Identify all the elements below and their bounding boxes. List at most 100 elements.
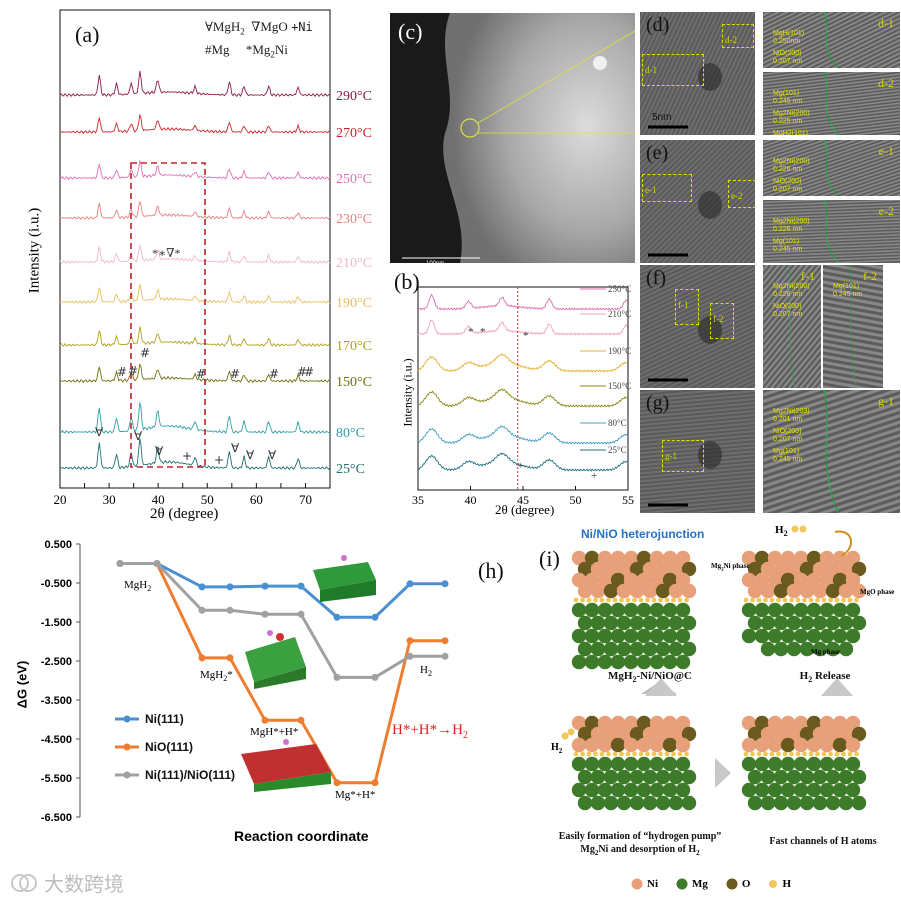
panel-a-annotation: *∗∇* [152,246,181,260]
peak-marker-b: * [468,326,474,338]
lattice-label: Mg(101) 0.245 nm [773,448,803,463]
xrd-series-a [59,326,331,348]
peak-marker-a: ∀ [155,444,164,458]
zoom-title: e-2 [878,204,894,218]
scheme-block-1 [571,550,697,670]
series-label-b: 25°C [608,445,627,455]
energy-point [371,673,379,681]
phase-mg2ni: Mg2Ni phase [711,562,750,573]
peak-marker-a: ∀ [95,425,104,439]
panel-h-xlabel: Reaction coordinate [234,828,369,844]
xrd-series-a [59,402,331,435]
h2-left-label: H2 [551,742,563,755]
highlight-box-a [130,162,206,468]
legend-item-ni: Ni(111) [115,712,235,726]
zoom-title: f-2 [863,269,877,283]
panel-i-label: (i) [539,546,560,571]
arrow-right [715,758,731,788]
hrtem-zoom-g-1: g-1 Mg2Ni(203) 0.201 nm NiO(200) 0.207 nm Mg(… [763,390,900,513]
energy-point [198,654,206,662]
energy-point [441,652,449,660]
x-tick-label-b: 40 [465,493,477,507]
panel-c-scalebar-label: 100nm [426,261,444,263]
energy-point [261,610,269,618]
scheme-block-3 [571,715,697,811]
state-label-mgh2: MgH2 [124,579,152,594]
xrd-series-a [59,363,331,384]
panel-e-label: (e) [646,142,669,164]
zoom-box-d-2: d-2 [722,24,754,48]
atom-legend-o: O [726,878,750,890]
zoom-box-e-2: e-2 [728,180,755,208]
lattice-label: NiO(200) 0.207 nm [773,50,803,65]
xrd-series-b [417,388,627,408]
energy-point [371,779,379,787]
scheme-title: Ni/NiO heterojunction [581,527,705,541]
series-label-b: 80°C [608,418,627,428]
h-atom [791,525,799,533]
x-tick-label-a: 70 [299,492,312,507]
series-label-a: 80°C [336,426,365,441]
energy-point [333,613,341,621]
xrd-series-a [59,283,331,305]
series-label-a: 230°C [336,212,372,227]
xrd-chart-a: 20 30 40 50 60 70 290°C 270°C 250°C 230°C 210°C 190… [54,9,372,507]
slab-thumbnail-hetero [241,739,331,792]
series-label-a: 250°C [336,172,372,187]
lattice-annotations: Mg(101) 0.245 nm Mg2Ni(200) 0.225 nm MgH2(10… [773,90,810,135]
panel-h-label: (h) [478,558,504,583]
zoom-box-d-1: d-1 [642,54,704,86]
energy-point [198,606,206,614]
lattice-annotations: Mg(101) 0.245 nm [833,283,862,303]
hrtem-image-e: (e) e-1 e-2 [640,140,755,263]
zoom-title: d-1 [878,16,894,30]
lattice-label: NiO(200) 0.207 nm [773,428,803,443]
hrtem-zoom-f-1: f-1 Mg2Ni(200) 0.226 nm NiO(200) 0.207 nm [763,265,821,388]
h-atom [799,525,807,533]
zoom-box-f-1: f-1 [675,289,699,325]
state-label-h2: H2 [420,664,432,679]
energy-point [153,560,161,567]
watermark: 大数跨境 [10,868,124,897]
energy-point [297,716,305,724]
hrtem-row-e: (e) e-1 e-2 e-1 Mg2Ni(200) 0.226 nm NiO(200) 0.… [640,140,900,263]
energy-point [116,560,124,567]
atom-legend: Ni Mg O H [631,878,791,890]
xrd-series-a [60,438,331,471]
panel-h-ylabel: ΔG (eV) [14,660,30,709]
x-tick-label-a: 20 [54,492,67,507]
energy-point [261,582,269,590]
legend-item-ni-nio: Ni(111)/NiO(111) [115,768,235,782]
energy-point [226,583,234,591]
lattice-annotations: Mg2Ni(200) 0.226 nm NiO(200) 0.207 nm [773,283,810,323]
zoom-box-e-1: e-1 [642,174,692,202]
panel-h-legend: Ni(111) NiO(111) Ni(111)/NiO(111) [115,712,235,782]
zoom-title: g-1 [878,394,894,408]
energy-point [406,637,414,645]
xrd-series-b [417,352,628,373]
tem-overview-image [390,13,635,263]
x-tick-label-a: 40 [152,492,165,507]
series-label-a: 290°C [336,89,372,104]
xrd-series-b [417,293,628,311]
hrtem-image-g: (g) g-1 [640,390,755,513]
xrd-series-a [59,113,331,135]
hrtem-row-f: (f) f-1 f-2 f-1 Mg2Ni(200) 0.226 nm NiO(200) 0.… [640,265,900,388]
x-tick-label-b: 55 [622,493,634,507]
series-label-a: 190°C [336,296,372,311]
peak-marker-b: * [523,330,529,342]
series-label-b: 150°C [608,381,631,391]
reaction-label: H*+H*→H2 [392,722,468,741]
energy-point [297,582,305,590]
panel-b-ylabel: Intensity (i.u.) [400,358,415,427]
hrtem-zoom-d-2: d-2 Mg(101) 0.245 nm Mg2Ni(200) 0.225 nm MgH2… [763,72,900,135]
plot-frame-a [59,9,331,489]
energy-line-Ni(111) [120,562,445,619]
lattice-annotations: MgH(101) 0.250nm NiO(200) 0.207 nm [773,30,804,68]
watermark-logo-icon [11,873,37,892]
h-atom [567,728,575,736]
series-label-b: 210°C [608,309,631,319]
y-tick-label-h: -1.500 [41,617,72,629]
caption-h2-release: H2 Release [799,670,851,685]
peak-marker-b: * [480,326,486,338]
